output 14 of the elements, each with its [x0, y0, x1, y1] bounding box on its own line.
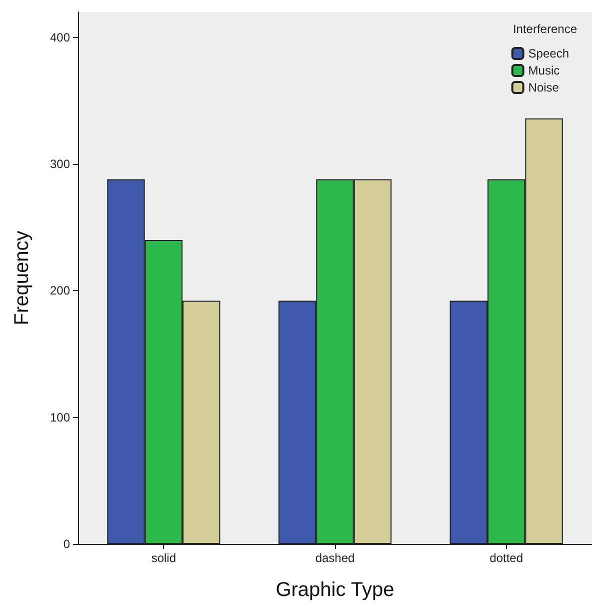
y-tick-label: 300 — [50, 157, 70, 171]
y-axis-title: Frequency — [11, 230, 33, 326]
legend-label: Music — [528, 64, 560, 78]
y-tick-label: 0 — [63, 537, 70, 551]
x-tick-label: dashed — [315, 551, 355, 565]
x-tick-label: dotted — [490, 551, 524, 565]
y-tick-label: 200 — [50, 284, 70, 298]
y-tick-label: 400 — [50, 30, 70, 44]
y-tick-label: 100 — [50, 410, 70, 424]
x-tick-label: solid — [151, 551, 176, 565]
legend-label: Speech — [528, 46, 570, 60]
legend-label: Noise — [528, 80, 560, 94]
x-axis-title: Graphic Type — [276, 579, 394, 601]
legend-title: Interference — [512, 22, 578, 36]
